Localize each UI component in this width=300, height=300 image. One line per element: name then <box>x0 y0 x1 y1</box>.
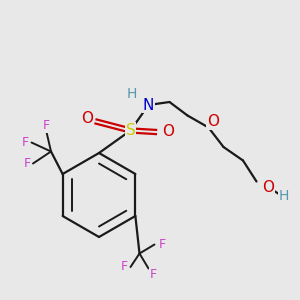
Text: F: F <box>149 268 157 281</box>
Text: O: O <box>81 111 93 126</box>
Text: O: O <box>207 114 219 129</box>
Text: F: F <box>22 136 29 149</box>
Text: H: H <box>278 190 289 203</box>
Text: S: S <box>126 123 135 138</box>
Text: N: N <box>143 98 154 112</box>
Text: H: H <box>127 88 137 101</box>
Text: O: O <box>162 124 174 140</box>
Text: F: F <box>121 260 128 274</box>
Text: F: F <box>43 119 50 133</box>
Text: O: O <box>262 180 274 195</box>
Text: F: F <box>23 157 31 170</box>
Text: F: F <box>158 238 166 251</box>
